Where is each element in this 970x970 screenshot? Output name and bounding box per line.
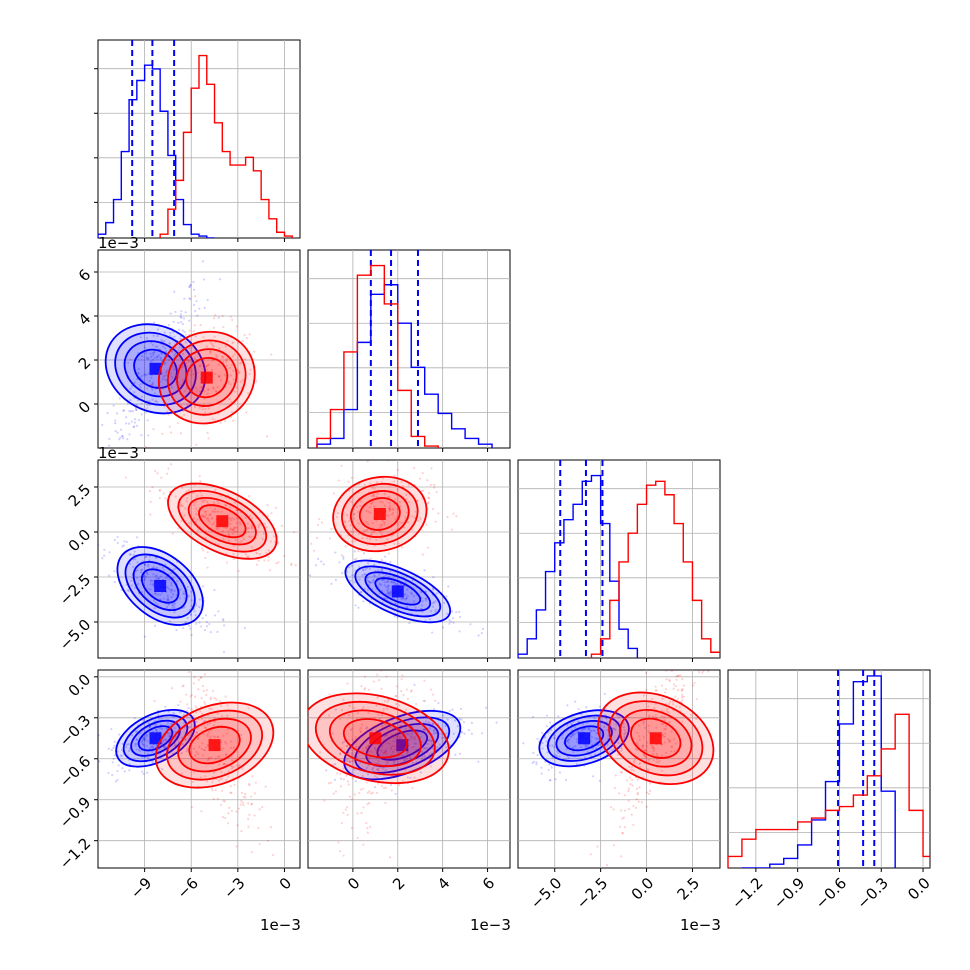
x-tick-label-0-0: −9 — [127, 874, 155, 902]
panel-3-1 — [307, 669, 511, 872]
x-tick-label-2-0: −5.0 — [527, 874, 565, 912]
density-peak-series-0 — [578, 732, 591, 745]
x-tick-label-2-3: 2.5 — [674, 874, 704, 904]
density-peak-series-0 — [149, 362, 162, 375]
panel-2-1 — [307, 459, 511, 662]
panel-2-0 — [94, 459, 301, 662]
density-peak-series-1 — [208, 739, 221, 752]
panel-1-0 — [94, 249, 301, 452]
y-tick-label-2-2: 0.0 — [65, 526, 95, 556]
density-peak-series-0 — [149, 732, 162, 745]
density-peak-series-0 — [391, 585, 404, 598]
x-tick-label-0-3: 0 — [276, 874, 295, 893]
density-peak-series-0 — [154, 580, 167, 592]
y-tick-label-1-2: 4 — [75, 310, 94, 329]
y-tick-label-3-3: −0.3 — [56, 711, 94, 749]
y-offset-label-1: 1e−3 — [98, 234, 139, 252]
panel-2-2 — [517, 459, 721, 662]
density-peak-series-1 — [373, 508, 386, 520]
x-tick-label-3-2: −0.6 — [812, 874, 850, 912]
histogram-series-0 — [98, 64, 215, 238]
x-tick-label-3-3: −0.3 — [853, 874, 891, 912]
x-tick-label-1-0: 0 — [344, 874, 363, 893]
histogram-series-0 — [518, 474, 639, 658]
x-offset-label-1: 1e−3 — [470, 916, 511, 934]
histogram-series-1 — [728, 713, 930, 868]
x-tick-label-1-3: 6 — [479, 874, 498, 893]
y-tick-label-3-4: 0.0 — [65, 670, 95, 700]
x-tick-label-2-2: 0.0 — [628, 874, 658, 904]
y-tick-label-2-3: 2.5 — [65, 481, 95, 511]
density-peak-series-1 — [216, 515, 229, 528]
y-tick-label-3-1: −0.9 — [56, 793, 94, 831]
panel-3-3 — [727, 669, 931, 872]
histogram-series-1 — [316, 264, 439, 448]
x-tick-label-0-1: −6 — [174, 874, 202, 902]
y-tick-label-1-3: 6 — [75, 266, 94, 285]
x-offset-label-0: 1e−3 — [260, 916, 301, 934]
histogram-series-1 — [590, 480, 720, 658]
y-tick-label-2-0: −5.0 — [56, 616, 94, 654]
y-tick-label-3-2: −0.6 — [56, 752, 94, 790]
x-tick-label-1-2: 4 — [434, 874, 453, 893]
x-tick-label-2-1: −2.5 — [573, 874, 611, 912]
y-tick-label-2-1: −2.5 — [56, 571, 94, 609]
x-tick-label-3-0: −1.2 — [728, 874, 766, 912]
panel-1-1 — [307, 249, 511, 452]
y-tick-label-1-0: 0 — [75, 398, 94, 417]
density-peak-series-1 — [369, 732, 382, 745]
y-tick-label-3-0: −1.2 — [56, 834, 94, 872]
panel-3-0 — [94, 669, 301, 872]
x-tick-label-3-4: 0.0 — [904, 874, 934, 904]
histogram-series-0 — [316, 284, 493, 448]
panel-0-0 — [94, 39, 301, 242]
histogram-series-1 — [159, 54, 293, 238]
panel-3-2 — [517, 669, 721, 872]
x-offset-label-2: 1e−3 — [680, 916, 721, 934]
x-tick-label-1-1: 2 — [389, 874, 408, 893]
density-peak-series-1 — [200, 371, 213, 384]
x-tick-label-3-1: −0.9 — [770, 874, 808, 912]
x-tick-label-0-2: −3 — [220, 874, 248, 902]
y-tick-label-1-1: 2 — [75, 354, 94, 373]
y-offset-label-2: 1e−3 — [98, 444, 139, 462]
density-peak-series-1 — [649, 732, 662, 745]
